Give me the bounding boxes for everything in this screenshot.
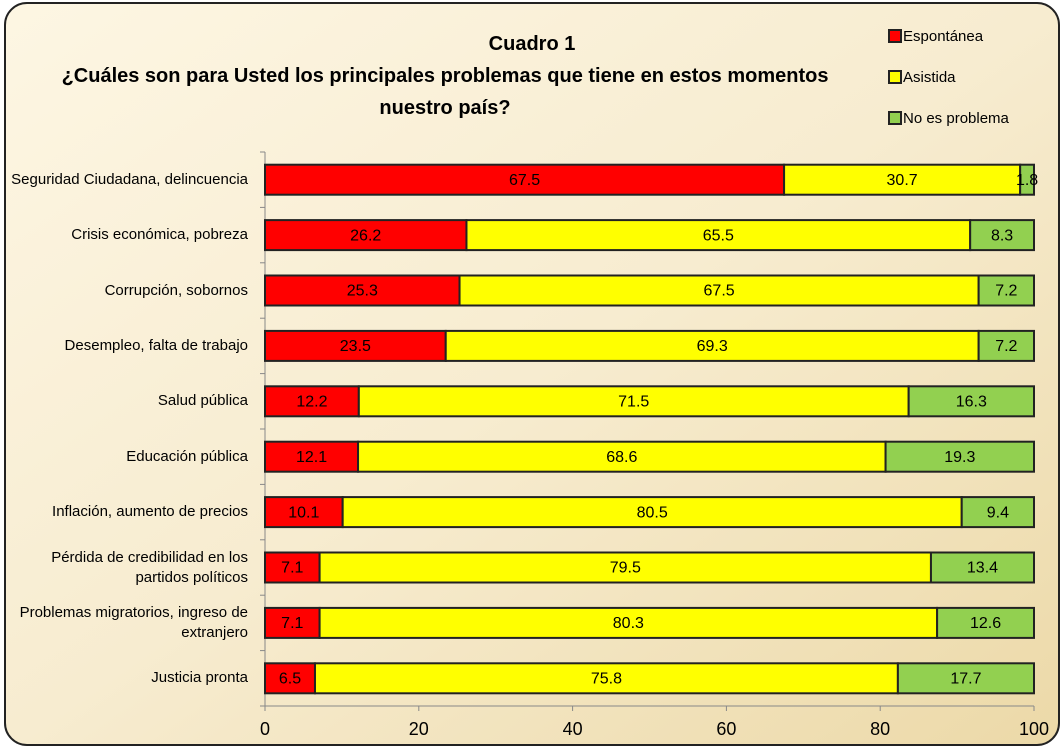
legend-swatch <box>888 70 902 84</box>
data-label: 67.5 <box>509 172 540 189</box>
chart-subtitle: ¿Cuáles son para Usted los principales p… <box>61 65 829 119</box>
data-label: 30.7 <box>887 172 918 189</box>
data-label: 9.4 <box>987 504 1009 521</box>
data-label: 16.3 <box>956 394 987 411</box>
legend-label: Espontánea <box>903 28 984 45</box>
data-label: 8.3 <box>991 227 1013 244</box>
bar-segment <box>313 662 899 695</box>
data-label: 13.4 <box>967 560 998 577</box>
data-label: 10.1 <box>288 504 319 521</box>
bar-segment <box>783 163 1022 196</box>
bar-segment <box>465 219 972 252</box>
y-tick-label: Seguridad Ciudadana, delincuencia <box>11 170 248 188</box>
bar-segment <box>264 440 360 473</box>
data-label: 79.5 <box>610 560 641 577</box>
data-label: 26.2 <box>350 227 381 244</box>
data-label: 7.1 <box>281 560 303 577</box>
data-label: 23.5 <box>340 338 371 355</box>
y-tick-label: Justicia pronta <box>151 669 248 687</box>
data-label: 71.5 <box>618 394 649 411</box>
x-tick-label: 80 <box>870 719 890 739</box>
data-label: 1.8 <box>1016 172 1038 189</box>
y-tick-label: Crisis económica, pobreza <box>71 226 248 244</box>
bar-segment <box>936 606 1036 639</box>
data-label: 65.5 <box>703 227 734 244</box>
data-label: 17.7 <box>950 671 981 688</box>
data-label: 12.1 <box>296 449 327 466</box>
bar-segment <box>264 551 321 584</box>
x-tick-label: 60 <box>716 719 736 739</box>
y-tick-label: Inflación, aumento de precios <box>52 503 248 521</box>
x-tick-label: 100 <box>1019 719 1049 739</box>
bar-segment <box>264 606 321 639</box>
bar-segment <box>264 163 786 196</box>
x-tick-label: 40 <box>563 719 583 739</box>
bar-segment <box>884 440 1036 473</box>
data-label: 80.3 <box>613 615 644 632</box>
data-label: 25.3 <box>347 283 378 300</box>
bar-segment <box>318 606 939 639</box>
y-tick-label: Educación pública <box>126 447 248 465</box>
bar-segment <box>929 551 1035 584</box>
bar-segment <box>977 329 1036 362</box>
data-label: 12.6 <box>970 615 1001 632</box>
bar-segment <box>896 662 1036 695</box>
bar-segment <box>960 496 1035 529</box>
y-tick-label: Problemas migratorios, ingreso de extran… <box>19 603 248 641</box>
bar-segment <box>357 440 887 473</box>
bar-segment <box>907 385 1036 418</box>
y-tick-label: Pérdida de credibilidad en los partidos … <box>51 548 248 586</box>
bar-segment <box>264 329 447 362</box>
x-tick-label: 0 <box>260 719 270 739</box>
data-label: 6.5 <box>279 671 301 688</box>
bar-segment <box>458 274 980 307</box>
bar-segment <box>969 219 1035 252</box>
bar-segment <box>264 385 360 418</box>
data-label: 7.2 <box>995 283 1017 300</box>
bar-segment <box>341 496 963 529</box>
bar-segment <box>264 662 316 695</box>
data-label: 67.5 <box>704 283 735 300</box>
legend-label: No es problema <box>903 110 1010 127</box>
chart-title: Cuadro 1 <box>488 33 576 55</box>
data-label: 68.6 <box>606 449 637 466</box>
data-label: 7.2 <box>995 338 1017 355</box>
legend-swatch <box>888 29 902 43</box>
bar-segment <box>318 551 932 584</box>
y-tick-label: Desempleo, falta de trabajo <box>64 336 248 354</box>
legend-swatch <box>888 111 902 125</box>
data-label: 69.3 <box>697 338 728 355</box>
data-label: 19.3 <box>944 449 975 466</box>
x-tick-label: 20 <box>409 719 429 739</box>
data-label: 7.1 <box>281 615 303 632</box>
legend-label: Asistida <box>903 69 956 86</box>
bar-segment <box>264 219 468 252</box>
data-label: 12.2 <box>296 394 327 411</box>
bar-segment <box>977 274 1036 307</box>
y-tick-label: Corrupción, sobornos <box>104 281 248 299</box>
bar-segment <box>444 329 980 362</box>
data-label: 80.5 <box>637 504 668 521</box>
data-label: 75.8 <box>591 671 622 688</box>
bar-segment <box>1019 163 1036 196</box>
y-tick-label: Salud pública <box>157 392 248 410</box>
